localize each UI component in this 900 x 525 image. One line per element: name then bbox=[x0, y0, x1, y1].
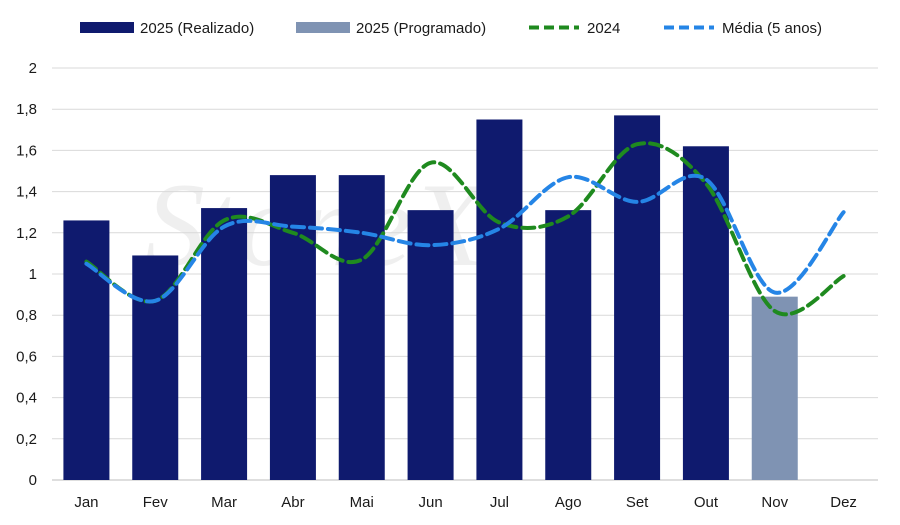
y-tick-label: 0,4 bbox=[16, 390, 37, 407]
legend-swatch bbox=[296, 22, 350, 33]
bar bbox=[545, 210, 592, 480]
x-tick-label: Out bbox=[694, 494, 719, 511]
bar bbox=[63, 220, 110, 480]
y-tick-label: 1 bbox=[29, 266, 37, 283]
y-tick-label: 1,2 bbox=[16, 225, 37, 242]
x-axis: Jan Fev Mar Abr Mai Jun Jul Ago Set Out Nov Dez bbox=[74, 494, 857, 511]
legend-label: 2025 (Realizado) bbox=[140, 20, 254, 37]
x-tick-label: Nov bbox=[761, 494, 788, 511]
bar bbox=[201, 208, 248, 480]
y-tick-label: 0 bbox=[29, 472, 37, 489]
y-axis: 0 0,2 0,4 0,6 0,8 1 1,2 1,4 1,6 1,8 2 bbox=[16, 60, 37, 489]
x-tick-label: Abr bbox=[281, 494, 304, 511]
x-tick-label: Set bbox=[626, 494, 649, 511]
y-tick-label: 0,6 bbox=[16, 348, 37, 365]
lines-layer bbox=[84, 141, 846, 317]
bars-layer bbox=[63, 115, 798, 480]
series-line bbox=[84, 173, 846, 304]
legend-item: Média (5 anos) bbox=[664, 20, 822, 37]
x-tick-label: Jun bbox=[418, 494, 442, 511]
legend-item: 2025 (Programado) bbox=[296, 20, 486, 37]
legend-label: 2024 bbox=[587, 20, 620, 37]
bar bbox=[751, 296, 798, 480]
y-tick-label: 1,4 bbox=[16, 184, 37, 201]
x-tick-label: Jan bbox=[74, 494, 98, 511]
bar bbox=[407, 210, 454, 480]
x-tick-label: Jul bbox=[490, 494, 509, 511]
x-tick-label: Mai bbox=[350, 494, 374, 511]
gridlines bbox=[52, 67, 878, 481]
legend-item: 2024 bbox=[529, 20, 620, 37]
bar bbox=[338, 175, 385, 480]
x-tick-label: Dez bbox=[830, 494, 857, 511]
y-tick-label: 2 bbox=[29, 60, 37, 77]
legend-label: Média (5 anos) bbox=[722, 20, 822, 37]
legend-item: 2025 (Realizado) bbox=[80, 20, 254, 37]
bar bbox=[476, 119, 523, 480]
x-tick-label: Mar bbox=[211, 494, 237, 511]
x-tick-label: Ago bbox=[555, 494, 582, 511]
bar bbox=[614, 115, 661, 480]
y-tick-label: 1,6 bbox=[16, 142, 37, 159]
y-tick-label: 1,8 bbox=[16, 101, 37, 118]
legend-label: 2025 (Programado) bbox=[356, 20, 486, 37]
bar bbox=[682, 146, 729, 480]
bar bbox=[269, 175, 316, 480]
y-tick-label: 0,8 bbox=[16, 307, 37, 324]
x-tick-label: Fev bbox=[143, 494, 169, 511]
y-tick-label: 0,2 bbox=[16, 431, 37, 448]
legend: 2025 (Realizado) 2025 (Programado) 2024 Méd… bbox=[80, 20, 822, 37]
series-line bbox=[84, 141, 846, 317]
legend-swatch bbox=[80, 22, 134, 33]
